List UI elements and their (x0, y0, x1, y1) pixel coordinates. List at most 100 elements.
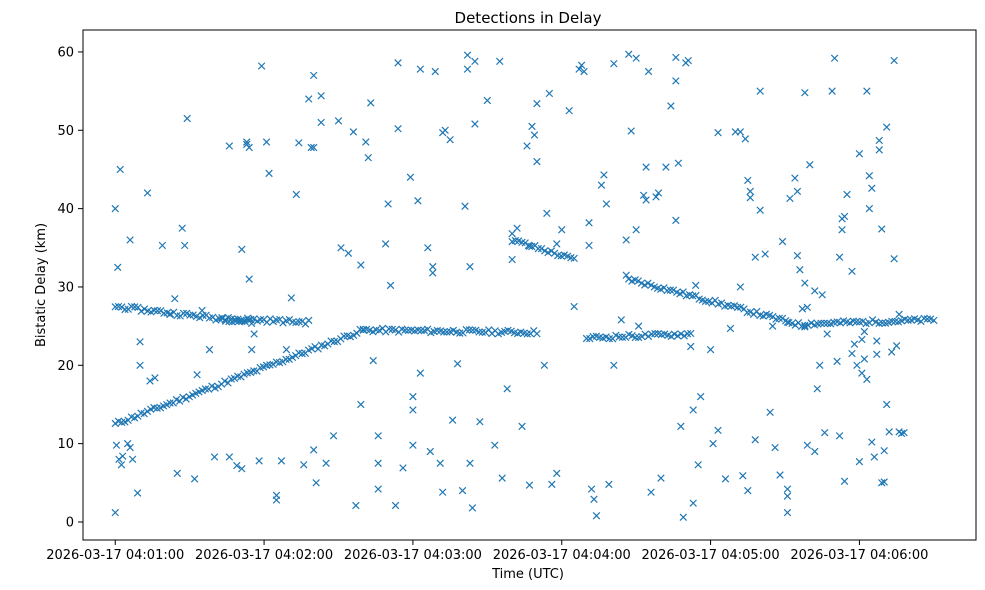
data-point (657, 474, 665, 482)
data-point (317, 92, 325, 100)
data-point (429, 269, 437, 277)
data-point (438, 488, 447, 496)
data-point (804, 321, 812, 329)
data-point (855, 150, 864, 158)
data-point (374, 432, 382, 440)
data-point (394, 124, 402, 133)
data-point (793, 251, 802, 260)
data-point (858, 335, 866, 344)
data-point (417, 326, 425, 335)
data-point (143, 407, 152, 416)
data-point (746, 187, 754, 196)
data-point (503, 385, 511, 393)
data-point (791, 174, 799, 182)
data-point (580, 67, 588, 76)
data-point (465, 326, 474, 334)
data-point (882, 400, 891, 409)
data-point (662, 163, 670, 171)
data-point (456, 329, 464, 337)
data-point (888, 317, 896, 326)
data-point (895, 310, 903, 319)
data-point (605, 480, 613, 489)
data-point (391, 501, 400, 510)
y-tick-label: 0 (66, 515, 74, 530)
data-point (287, 294, 296, 302)
data-point (151, 374, 159, 382)
data-point (463, 65, 472, 73)
data-point (399, 464, 407, 472)
data-point (133, 489, 142, 497)
data-point (701, 297, 710, 306)
data-point (364, 153, 372, 162)
data-point (137, 307, 145, 315)
data-point (793, 187, 802, 196)
data-point (654, 189, 663, 197)
data-point (305, 95, 313, 103)
data-point (721, 475, 730, 483)
data-point (634, 277, 643, 285)
data-point (756, 206, 764, 214)
data-point (153, 307, 162, 315)
x-axis: 2026-03-17 04:01:00 2026-03-17 04:02:00 20… (46, 540, 928, 563)
data-point (357, 261, 365, 269)
data-point (311, 342, 319, 351)
data-point (709, 439, 717, 448)
data-point (262, 361, 271, 370)
data-point (878, 225, 886, 233)
data-point (205, 345, 214, 354)
data-point (554, 251, 562, 260)
data-point (622, 236, 630, 244)
data-point (256, 315, 265, 324)
data-point (309, 143, 318, 152)
y-tick-label: 50 (57, 124, 74, 139)
data-point (850, 340, 859, 348)
data-point (631, 333, 640, 342)
data-point (409, 392, 417, 401)
data-point (672, 216, 680, 225)
data-point (533, 99, 541, 108)
data-point (859, 317, 867, 326)
marker-layer (111, 50, 938, 522)
x-tick-label: 2026-03-17 04:04:00 (493, 548, 631, 563)
data-point (238, 464, 246, 473)
data-point (195, 313, 204, 322)
data-point (617, 316, 626, 324)
data-point (475, 328, 483, 336)
data-point (813, 385, 821, 393)
data-point (117, 461, 126, 469)
data-point (309, 71, 318, 80)
data-point (374, 485, 382, 493)
data-point (666, 286, 675, 294)
data-point (870, 453, 879, 461)
data-point (786, 194, 794, 203)
data-point (166, 310, 174, 319)
y-axis-label: Bistatic Delay (km) (34, 223, 49, 347)
data-point (182, 395, 190, 403)
data-point (128, 455, 137, 464)
data-point (111, 419, 119, 428)
data-point (530, 131, 539, 139)
data-point (111, 508, 119, 517)
data-point (553, 469, 561, 478)
data-point (736, 128, 745, 136)
data-point (401, 326, 409, 334)
data-point (471, 120, 479, 128)
plot-area (82, 29, 977, 541)
data-point (545, 89, 554, 98)
data-point (766, 408, 774, 417)
data-point (466, 459, 474, 467)
data-point (843, 190, 851, 199)
data-point (201, 385, 210, 393)
data-point (768, 322, 777, 330)
data-point (242, 138, 251, 146)
data-point (386, 281, 395, 290)
data-point (672, 53, 680, 62)
data-point (803, 303, 812, 312)
data-point (592, 511, 601, 520)
data-point (269, 360, 277, 369)
data-point (193, 370, 201, 379)
data-point (265, 169, 273, 178)
data-point (667, 102, 675, 110)
chart-title: Detections in Delay (455, 9, 602, 27)
data-point (250, 315, 258, 323)
